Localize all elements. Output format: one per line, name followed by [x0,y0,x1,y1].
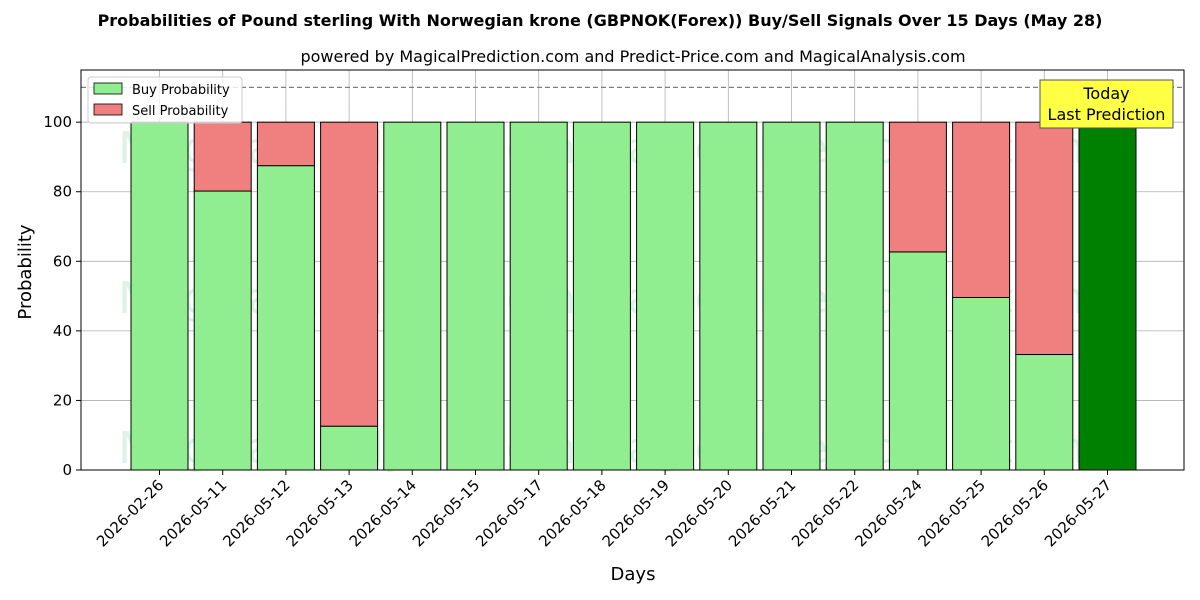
legend-label-sell: Sell Probability [132,104,229,119]
bar-buy [636,121,695,471]
bar-sell [888,121,947,253]
bar-sell [1015,121,1074,356]
bar-buy [699,121,758,471]
bar-sell [952,121,1011,298]
x-tick-label: 2026-05-17 [472,476,546,550]
x-tick-label: 2026-05-12 [219,476,293,550]
x-tick-label: 2026-05-25 [915,476,989,550]
y-tick-label: 80 [53,183,72,201]
plot-frame [80,69,1185,471]
bar-sell [256,121,315,167]
bar-buy [572,121,631,471]
x-tick-label: 2026-05-20 [662,476,736,550]
x-tick-label: 2026-05-26 [978,476,1052,550]
legend-box [87,76,243,124]
today-annotation-line-2: Last Prediction [1048,105,1166,124]
x-tick-label: 2026-05-21 [725,476,799,550]
x-tick-label: 2026-05-24 [851,476,925,550]
x-tick-label: 2026-05-27 [1041,476,1115,550]
x-axis-label: Days [611,564,656,585]
chart-title: Probabilities of Pound sterling With Nor… [98,11,1103,30]
x-tick-label: 2026-05-14 [346,476,420,550]
bar-buy [446,121,505,471]
bar-buy [383,121,442,471]
bar-buy [1015,354,1074,471]
legend-label-buy: Buy Probability [132,83,230,98]
bar-buy [509,121,568,471]
today-annotation-line-1: Today [1082,84,1129,103]
x-tick-label: 2026-05-15 [409,476,483,550]
bar-sell [320,121,379,427]
legend: Buy Probability Sell Probability [87,76,243,124]
bar-buy [888,251,947,471]
y-tick-label: 100 [43,113,72,131]
bar-buy [825,121,884,471]
bar-buy [762,121,821,471]
x-tick-label: 2026-05-11 [156,476,230,550]
bar-buy [952,296,1011,471]
x-tick-label: 2026-05-13 [283,476,357,550]
x-tick-label: 2026-05-19 [599,476,673,550]
bar-buy [1078,121,1137,471]
y-tick-label: 60 [53,252,72,270]
bar-buy [193,190,252,471]
legend-swatch-sell [93,103,123,116]
bar-buy [320,425,379,471]
legend-swatch-buy [93,82,123,95]
y-axis-label: Probability [15,224,36,319]
today-annotation-box [1039,79,1174,129]
chart-subtitle: powered by MagicalPrediction.com and Pre… [300,47,965,66]
x-tick-label: 2026-05-22 [788,476,862,550]
y-tick-label: 20 [53,391,72,409]
bar-buy [130,121,189,471]
y-tick-label: 40 [53,322,72,340]
today-annotation: Today Last Prediction [1039,79,1174,129]
y-tick-label: 0 [62,461,72,479]
x-tick-label: 2026-05-18 [535,476,609,550]
bar-buy [256,165,315,471]
x-tick-label: 2026-02-26 [93,476,167,550]
bar-sell [193,121,252,192]
bars [130,121,1137,471]
